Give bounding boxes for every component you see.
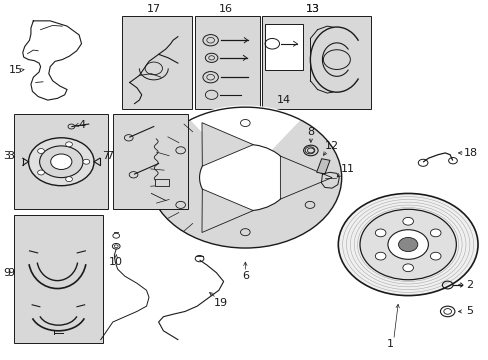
Text: 11: 11	[340, 164, 354, 174]
Circle shape	[65, 142, 72, 147]
Text: 3: 3	[3, 152, 10, 161]
Bar	[14, 114, 108, 209]
Wedge shape	[188, 105, 302, 177]
Bar	[264, 24, 303, 70]
Text: 15: 15	[8, 65, 22, 75]
Circle shape	[38, 170, 44, 175]
Circle shape	[40, 146, 83, 177]
Text: 13: 13	[305, 4, 319, 14]
Text: 4: 4	[79, 120, 86, 130]
Text: 8: 8	[306, 127, 314, 137]
Circle shape	[38, 149, 44, 153]
Text: 9: 9	[3, 268, 10, 278]
Text: 19: 19	[214, 298, 228, 308]
Circle shape	[402, 217, 413, 225]
Bar	[122, 15, 192, 109]
Circle shape	[429, 229, 440, 237]
Circle shape	[359, 209, 455, 280]
Circle shape	[65, 177, 72, 182]
Text: 18: 18	[463, 148, 477, 158]
Bar	[194, 15, 259, 109]
Text: 1: 1	[386, 339, 392, 349]
Circle shape	[375, 229, 385, 237]
Bar	[155, 179, 168, 186]
Text: 10: 10	[109, 257, 123, 267]
Bar	[262, 15, 370, 109]
Bar	[113, 114, 187, 209]
Text: 16: 16	[219, 4, 233, 14]
Circle shape	[28, 138, 94, 186]
Circle shape	[398, 238, 417, 252]
Polygon shape	[202, 189, 253, 233]
Text: 5: 5	[465, 306, 472, 316]
Text: 7: 7	[105, 152, 113, 161]
Circle shape	[83, 159, 89, 164]
Bar	[316, 159, 329, 174]
Circle shape	[375, 252, 385, 260]
Text: 14: 14	[277, 95, 291, 105]
Bar	[14, 215, 103, 343]
Polygon shape	[202, 123, 253, 166]
Circle shape	[199, 144, 290, 211]
Text: 9: 9	[7, 268, 14, 278]
Text: 3: 3	[7, 152, 14, 161]
Text: 2: 2	[465, 280, 472, 290]
Circle shape	[402, 264, 413, 272]
Text: 6: 6	[242, 271, 248, 281]
Text: 12: 12	[325, 141, 338, 151]
Circle shape	[51, 154, 72, 170]
Text: 7: 7	[102, 152, 109, 161]
Circle shape	[149, 107, 341, 248]
Text: 13: 13	[305, 4, 319, 14]
Polygon shape	[280, 156, 331, 199]
Text: 17: 17	[146, 4, 161, 14]
Circle shape	[429, 252, 440, 260]
Circle shape	[338, 193, 477, 296]
Circle shape	[387, 230, 427, 259]
